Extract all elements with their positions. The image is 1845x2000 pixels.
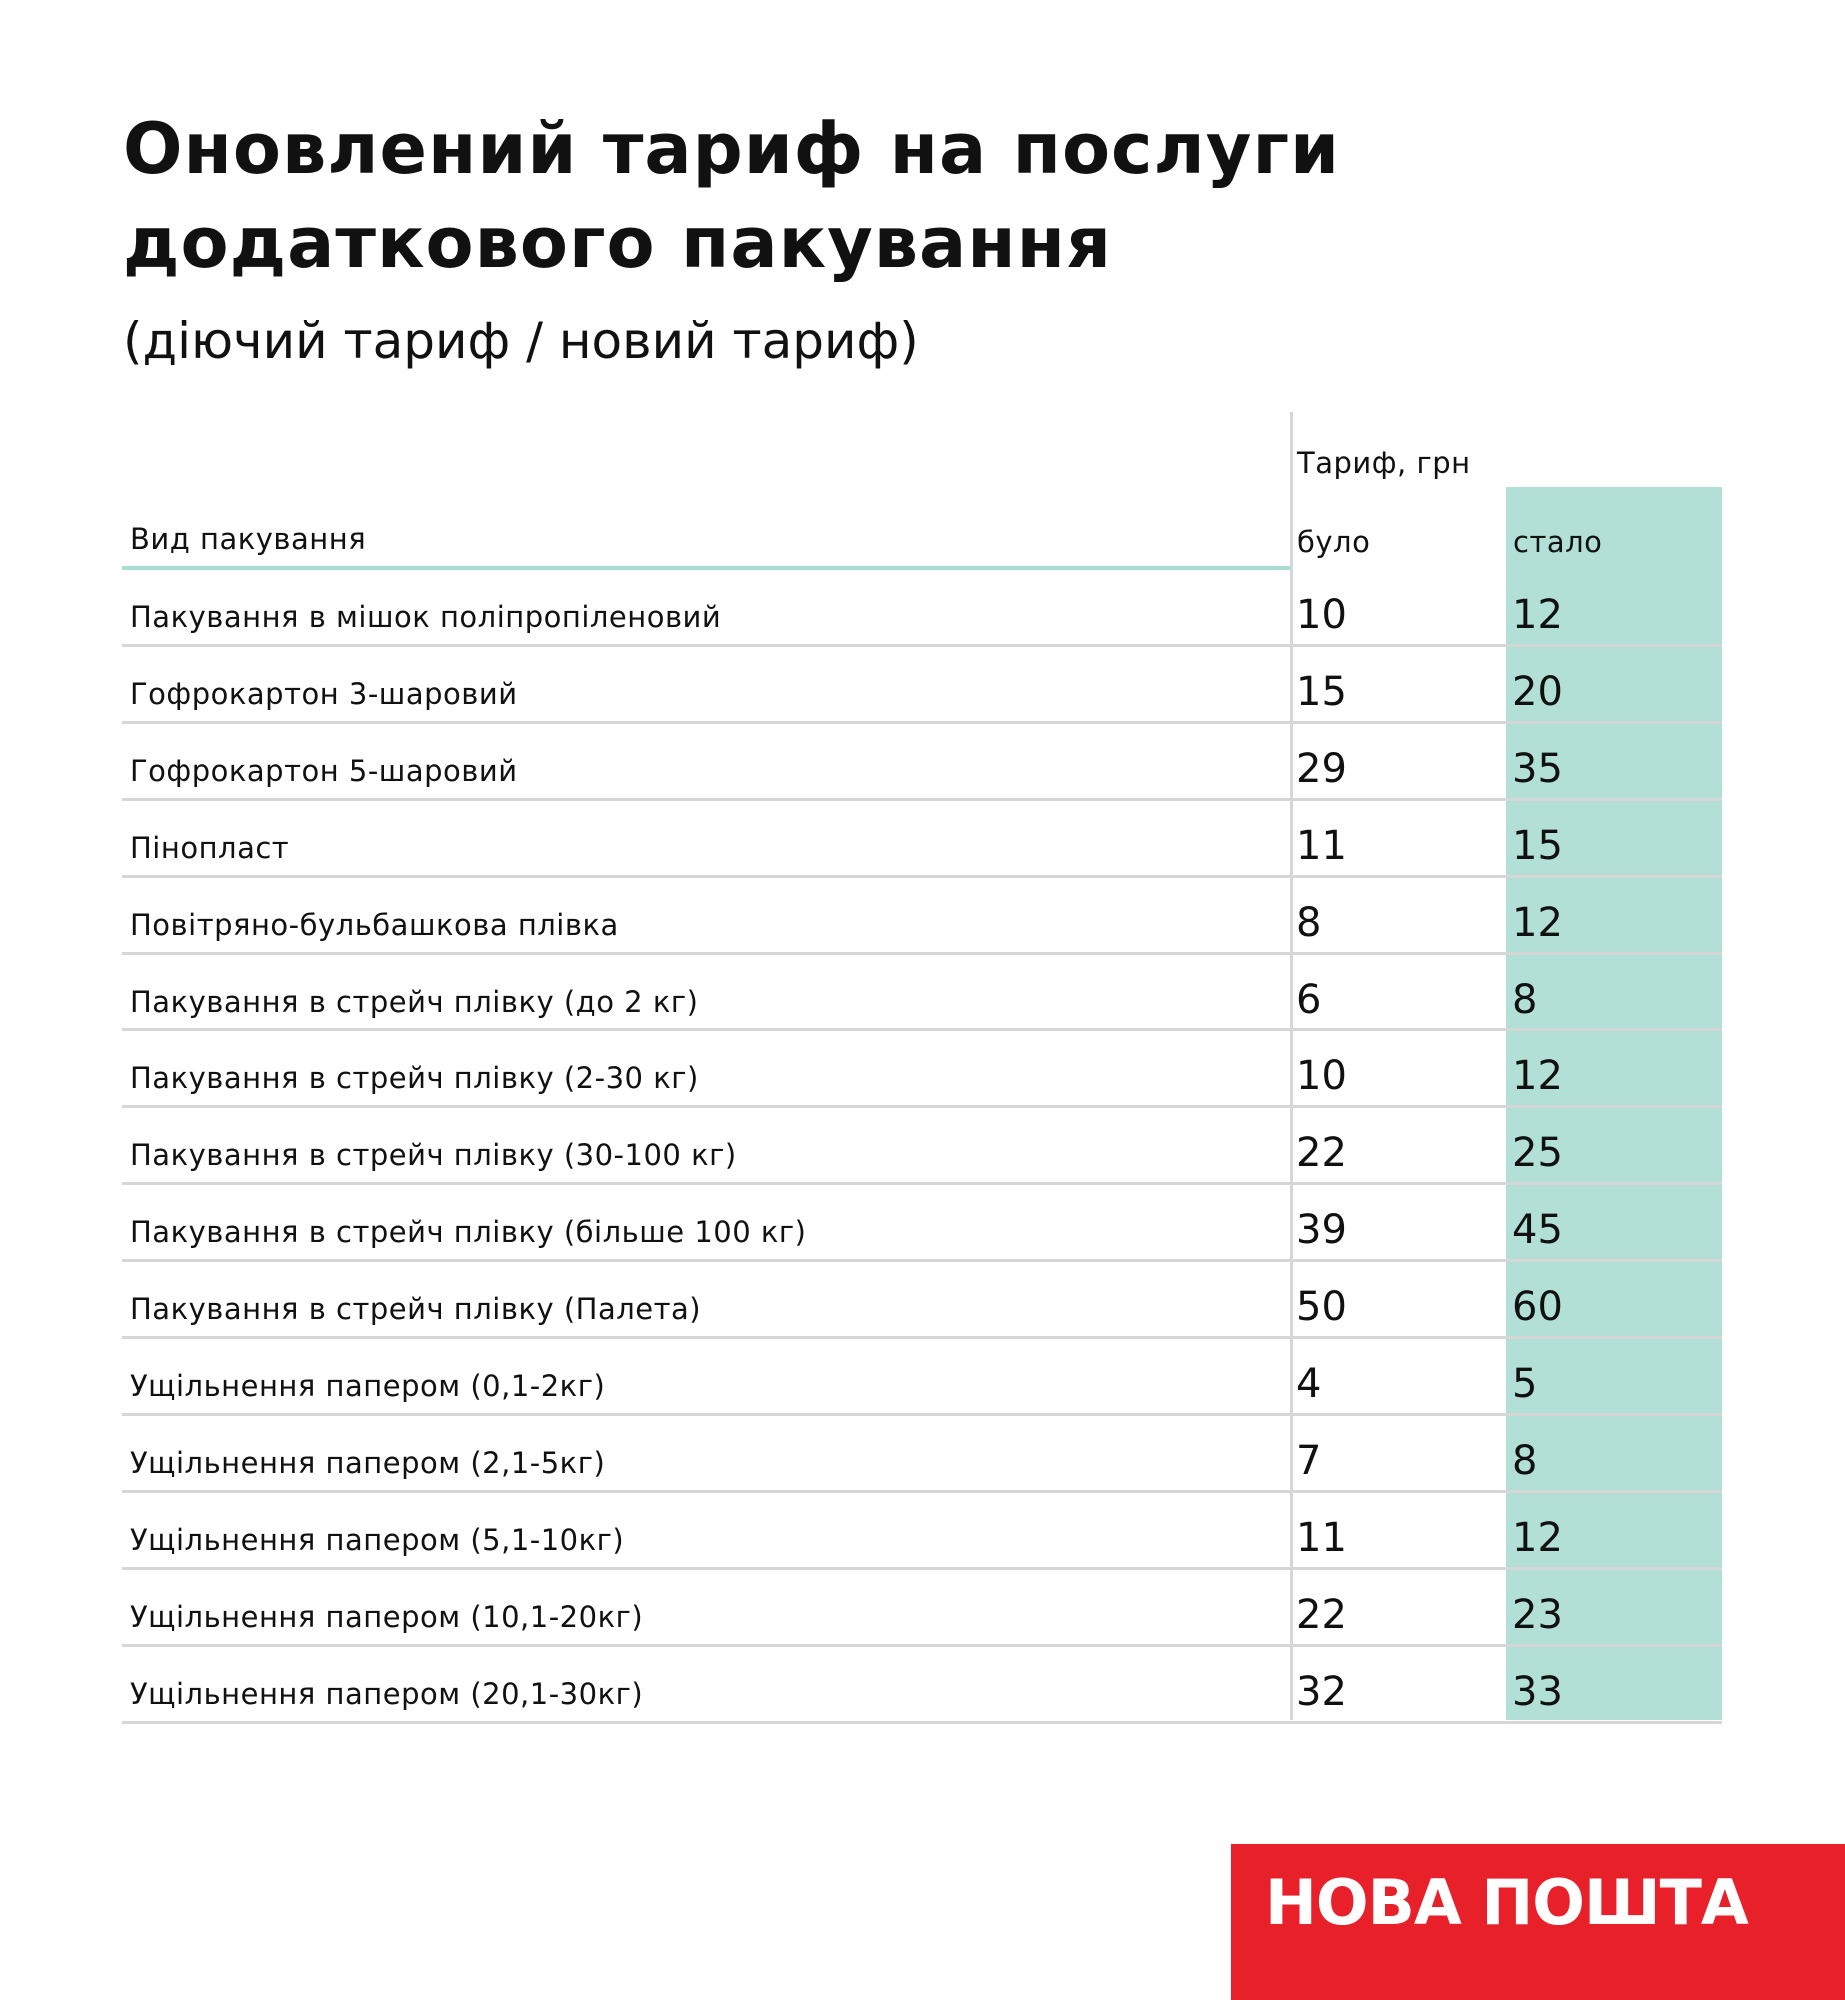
old-price: 11: [1296, 822, 1347, 869]
old-price: 11: [1296, 1514, 1347, 1561]
row-label: Гофрокартон 3-шаровий: [130, 676, 518, 711]
row-label: Ущільнення папером (20,1-30кг): [130, 1676, 644, 1711]
new-price: 12: [1512, 592, 1563, 638]
row-label: Ущільнення папером (2,1-5кг): [130, 1445, 606, 1480]
new-price: 12: [1512, 1053, 1563, 1100]
subtitle: (діючий тариф / новий тариф): [123, 312, 919, 370]
row-rule: [122, 1720, 1722, 1724]
row-rule: [122, 1336, 1722, 1339]
logo-text: НОВА ПОШТА: [1265, 1866, 1749, 1939]
new-price: 20: [1512, 668, 1563, 715]
row-rule: [122, 1643, 1722, 1647]
column-divider: [1290, 412, 1293, 1720]
new-price: 12: [1512, 899, 1563, 946]
row-rule: [122, 1028, 1722, 1032]
row-rule: [122, 797, 1722, 801]
row-label: Пінопласт: [130, 830, 290, 865]
new-price: 25: [1512, 1130, 1563, 1177]
row-label: Пакування в стрейч плівку (2-30 кг): [130, 1061, 699, 1096]
new-price: 23: [1512, 1591, 1563, 1638]
row-label: Ущільнення папером (10,1-20кг): [130, 1599, 644, 1634]
title-line: додаткового пакування: [123, 202, 1112, 284]
new-price: 15: [1512, 822, 1563, 869]
row-rule: [122, 1566, 1722, 1570]
row-label: Повітряно-бульбашкова плівка: [130, 907, 619, 942]
header-rule: [122, 566, 1291, 570]
new-column-bg: [1506, 487, 1722, 1720]
row-rule: [122, 951, 1722, 955]
new-price: 33: [1512, 1668, 1563, 1715]
old-price: 4: [1296, 1361, 1322, 1407]
old-price: 22: [1296, 1130, 1347, 1177]
old-price: 10: [1296, 1053, 1347, 1100]
row-label: Ущільнення папером (0,1-2кг): [130, 1369, 606, 1403]
old-price: 15: [1296, 668, 1347, 715]
new-price: 60: [1512, 1284, 1563, 1331]
old-price: 50: [1296, 1284, 1347, 1331]
row-label: Гофрокартон 5-шаровий: [130, 753, 518, 788]
row-rule: [122, 1182, 1722, 1186]
row-rule: [122, 1489, 1722, 1493]
row-label: Пакування в стрейч плівку (до 2 кг): [130, 984, 699, 1019]
column-header: Вид пакування: [130, 522, 367, 556]
old-price: 6: [1296, 976, 1322, 1023]
row-rule: [122, 1259, 1722, 1263]
column-header: стало: [1513, 525, 1603, 559]
old-price: 10: [1296, 592, 1347, 638]
old-price: 7: [1296, 1437, 1322, 1484]
row-label: Пакування в стрейч плівку (30-100 кг): [130, 1138, 737, 1173]
row-rule: [122, 1105, 1722, 1109]
old-price: 29: [1296, 745, 1347, 792]
column-header: було: [1297, 525, 1371, 559]
new-price: 12: [1512, 1514, 1563, 1561]
row-rule: [122, 643, 1722, 647]
new-price: 8: [1512, 976, 1538, 1023]
new-price: 45: [1512, 1207, 1563, 1254]
row-rule: [122, 1412, 1722, 1416]
row-label: Пакування в стрейч плівку (Палета): [130, 1292, 702, 1327]
title-line: Оновлений тариф на послуги: [123, 108, 1341, 190]
group-header: Тариф, грн: [1297, 446, 1471, 480]
new-price: 8: [1512, 1437, 1538, 1484]
row-label: Пакування в стрейч плівку (більше 100 кг…: [130, 1215, 807, 1250]
row-rule: [122, 874, 1722, 878]
row-rule: [122, 720, 1722, 724]
old-price: 39: [1296, 1207, 1347, 1254]
new-price: 35: [1512, 745, 1563, 792]
old-price: 32: [1296, 1668, 1347, 1715]
logo: НОВА ПОШТА: [1231, 1844, 1845, 2000]
new-price: 5: [1512, 1361, 1538, 1407]
row-label: Пакування в мішок поліпропіленовий: [130, 600, 722, 634]
old-price: 8: [1296, 899, 1322, 946]
old-price: 22: [1296, 1591, 1347, 1638]
row-label: Ущільнення папером (5,1-10кг): [130, 1522, 625, 1557]
